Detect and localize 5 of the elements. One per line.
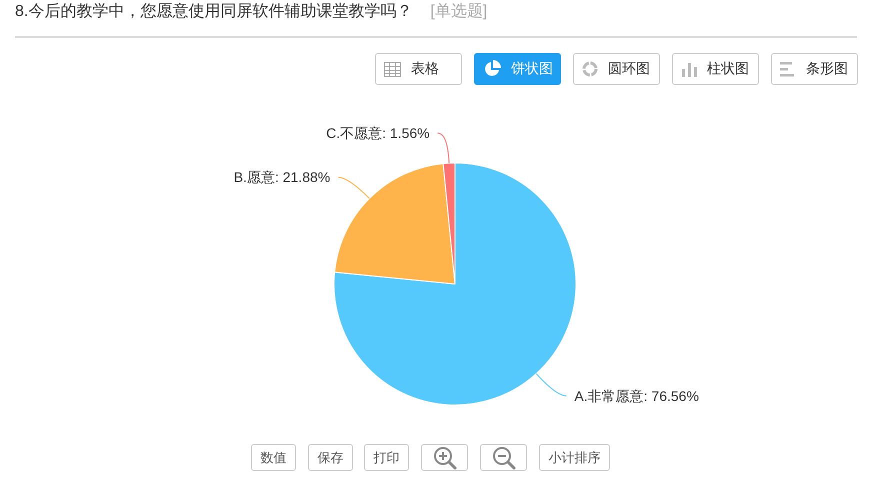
slice-label: C.不愿意: 1.56% bbox=[326, 125, 430, 142]
chart-subtitle: [单选题] bbox=[430, 3, 488, 20]
slice-label: A.非常愿意: 76.56% bbox=[574, 388, 699, 404]
chart-title: 8.今后的教学中，您愿意使用同屏软件辅助课堂教学吗？ bbox=[15, 3, 412, 20]
slice-label: B.愿意: 21.88% bbox=[234, 169, 330, 186]
